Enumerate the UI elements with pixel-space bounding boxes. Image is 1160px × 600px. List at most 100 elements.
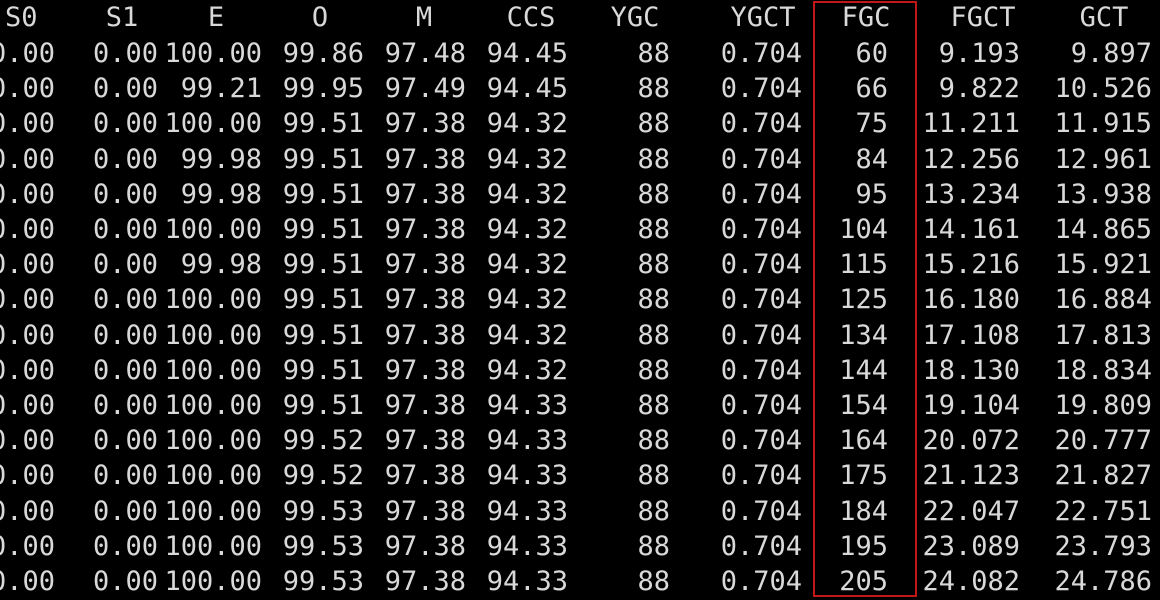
- cell-fgct: 17.108: [922, 320, 1020, 351]
- cell-fgc: 125: [839, 284, 888, 315]
- cell-s1: 0.00: [92, 249, 158, 280]
- cell-s1: 0.00: [92, 566, 158, 597]
- header-row: S0 S1 E O M CCS YGC YGCT FGC FGCT GCT: [0, 0, 1160, 35]
- cell-m: 97.38: [384, 355, 466, 386]
- cell-gct: 10.526: [1054, 73, 1152, 104]
- cell-s1: 0.00: [92, 179, 158, 210]
- cell-ccs: 94.32: [486, 284, 568, 315]
- table-row: 0.000.00100.0099.5197.3894.32880.7041251…: [0, 282, 1160, 317]
- cell-ygc: 88: [637, 355, 670, 386]
- cell-fgct: 23.089: [922, 531, 1020, 562]
- cell-fgct: 12.256: [922, 144, 1020, 175]
- cell-fgc: 164: [839, 425, 888, 456]
- table-row: 0.00 0.00 99.98 99.51 97.38 94.32 88 0.704 95 13.…: [0, 177, 1160, 212]
- cell-e: 99.98: [180, 179, 262, 210]
- cell-ygct: 0.704: [720, 249, 802, 280]
- cell-o: 99.51: [282, 249, 364, 280]
- cell-o: 99.51: [282, 355, 364, 386]
- cell-e: 99.21: [180, 73, 262, 104]
- cell-ccs: 94.33: [486, 390, 568, 421]
- cell-ygct: 0.704: [720, 425, 802, 456]
- cell-m: 97.38: [384, 460, 466, 491]
- header-ygct: YGCT: [730, 2, 796, 33]
- cell-s0: 0.00: [0, 390, 56, 421]
- cell-ygc: 88: [637, 460, 670, 491]
- cell-gct: 14.865: [1054, 214, 1152, 245]
- cell-ygct: 0.704: [720, 108, 802, 139]
- cell-e: 100.00: [164, 108, 262, 139]
- cell-ygct: 0.704: [720, 531, 802, 562]
- cell-s0: 0.00: [0, 249, 56, 280]
- cell-fgc: 115: [839, 249, 888, 280]
- cell-m: 97.38: [384, 320, 466, 351]
- cell-ccs: 94.32: [486, 320, 568, 351]
- cell-m: 97.38: [384, 214, 466, 245]
- header-ygc: YGC: [610, 2, 660, 33]
- cell-fgct: 13.234: [922, 179, 1020, 210]
- cell-s0: 0.00: [0, 38, 56, 69]
- cell-fgc: 66: [855, 73, 888, 104]
- cell-ccs: 94.33: [486, 496, 568, 527]
- cell-o: 99.51: [282, 179, 364, 210]
- cell-ygct: 0.704: [720, 320, 802, 351]
- cell-fgct: 18.130: [922, 355, 1020, 386]
- cell-ccs: 94.33: [486, 566, 568, 597]
- cell-o: 99.53: [282, 566, 364, 597]
- cell-fgc: 60: [855, 38, 888, 69]
- cell-s1: 0.00: [92, 144, 158, 175]
- cell-ygc: 88: [637, 38, 670, 69]
- cell-ygc: 88: [637, 320, 670, 351]
- table-row: 0.000.00100.0099.5397.3894.33880.7041952…: [0, 529, 1160, 564]
- cell-e: 100.00: [164, 390, 262, 421]
- cell-fgc: 195: [839, 531, 888, 562]
- cell-gct: 9.897: [1070, 38, 1152, 69]
- cell-ygc: 88: [637, 108, 670, 139]
- cell-e: 100.00: [164, 531, 262, 562]
- cell-s0: 0.00: [0, 214, 56, 245]
- cell-o: 99.51: [282, 108, 364, 139]
- cell-gct: 11.915: [1054, 108, 1152, 139]
- cell-fgct: 19.104: [922, 390, 1020, 421]
- cell-fgc: 134: [839, 320, 888, 351]
- cell-e: 100.00: [164, 355, 262, 386]
- table-row: 0.000.00100.0099.5197.3894.32880.7047511…: [0, 106, 1160, 141]
- cell-s1: 0.00: [92, 214, 158, 245]
- cell-gct: 20.777: [1054, 425, 1152, 456]
- table-row: 0.000.00100.0099.5197.3894.32880.7041341…: [0, 318, 1160, 353]
- cell-fgct: 24.082: [922, 566, 1020, 597]
- cell-s0: 0.00: [0, 460, 56, 491]
- cell-o: 99.51: [282, 320, 364, 351]
- cell-s0: 0.00: [0, 531, 56, 562]
- cell-e: 100.00: [164, 320, 262, 351]
- cell-e: 99.98: [180, 249, 262, 280]
- cell-ygc: 88: [637, 144, 670, 175]
- cell-ygct: 0.704: [720, 390, 802, 421]
- header-s1: S1: [105, 2, 139, 33]
- cell-e: 100.00: [164, 496, 262, 527]
- cell-ygc: 88: [637, 179, 670, 210]
- cell-m: 97.38: [384, 531, 466, 562]
- cell-ccs: 94.32: [486, 214, 568, 245]
- cell-e: 100.00: [164, 566, 262, 597]
- cell-e: 100.00: [164, 284, 262, 315]
- cell-s0: 0.00: [0, 179, 56, 210]
- cell-fgct: 9.822: [938, 73, 1020, 104]
- header-o: O: [311, 2, 329, 33]
- header-e: E: [207, 2, 225, 33]
- cell-fgc: 75: [855, 108, 888, 139]
- cell-fgct: 15.216: [922, 249, 1020, 280]
- cell-ccs: 94.32: [486, 179, 568, 210]
- cell-gct: 17.813: [1054, 320, 1152, 351]
- cell-ygct: 0.704: [720, 284, 802, 315]
- cell-s0: 0.00: [0, 108, 56, 139]
- cell-fgct: 16.180: [922, 284, 1020, 315]
- cell-s0: 0.00: [0, 566, 56, 597]
- cell-gct: 18.834: [1054, 355, 1152, 386]
- cell-s1: 0.00: [92, 460, 158, 491]
- cell-ygc: 88: [637, 284, 670, 315]
- cell-ccs: 94.32: [486, 108, 568, 139]
- cell-ygct: 0.704: [720, 144, 802, 175]
- table-row: 0.000.00100.0099.5197.3894.32880.7041041…: [0, 212, 1160, 247]
- cell-m: 97.38: [384, 179, 466, 210]
- cell-fgct: 11.211: [922, 108, 1020, 139]
